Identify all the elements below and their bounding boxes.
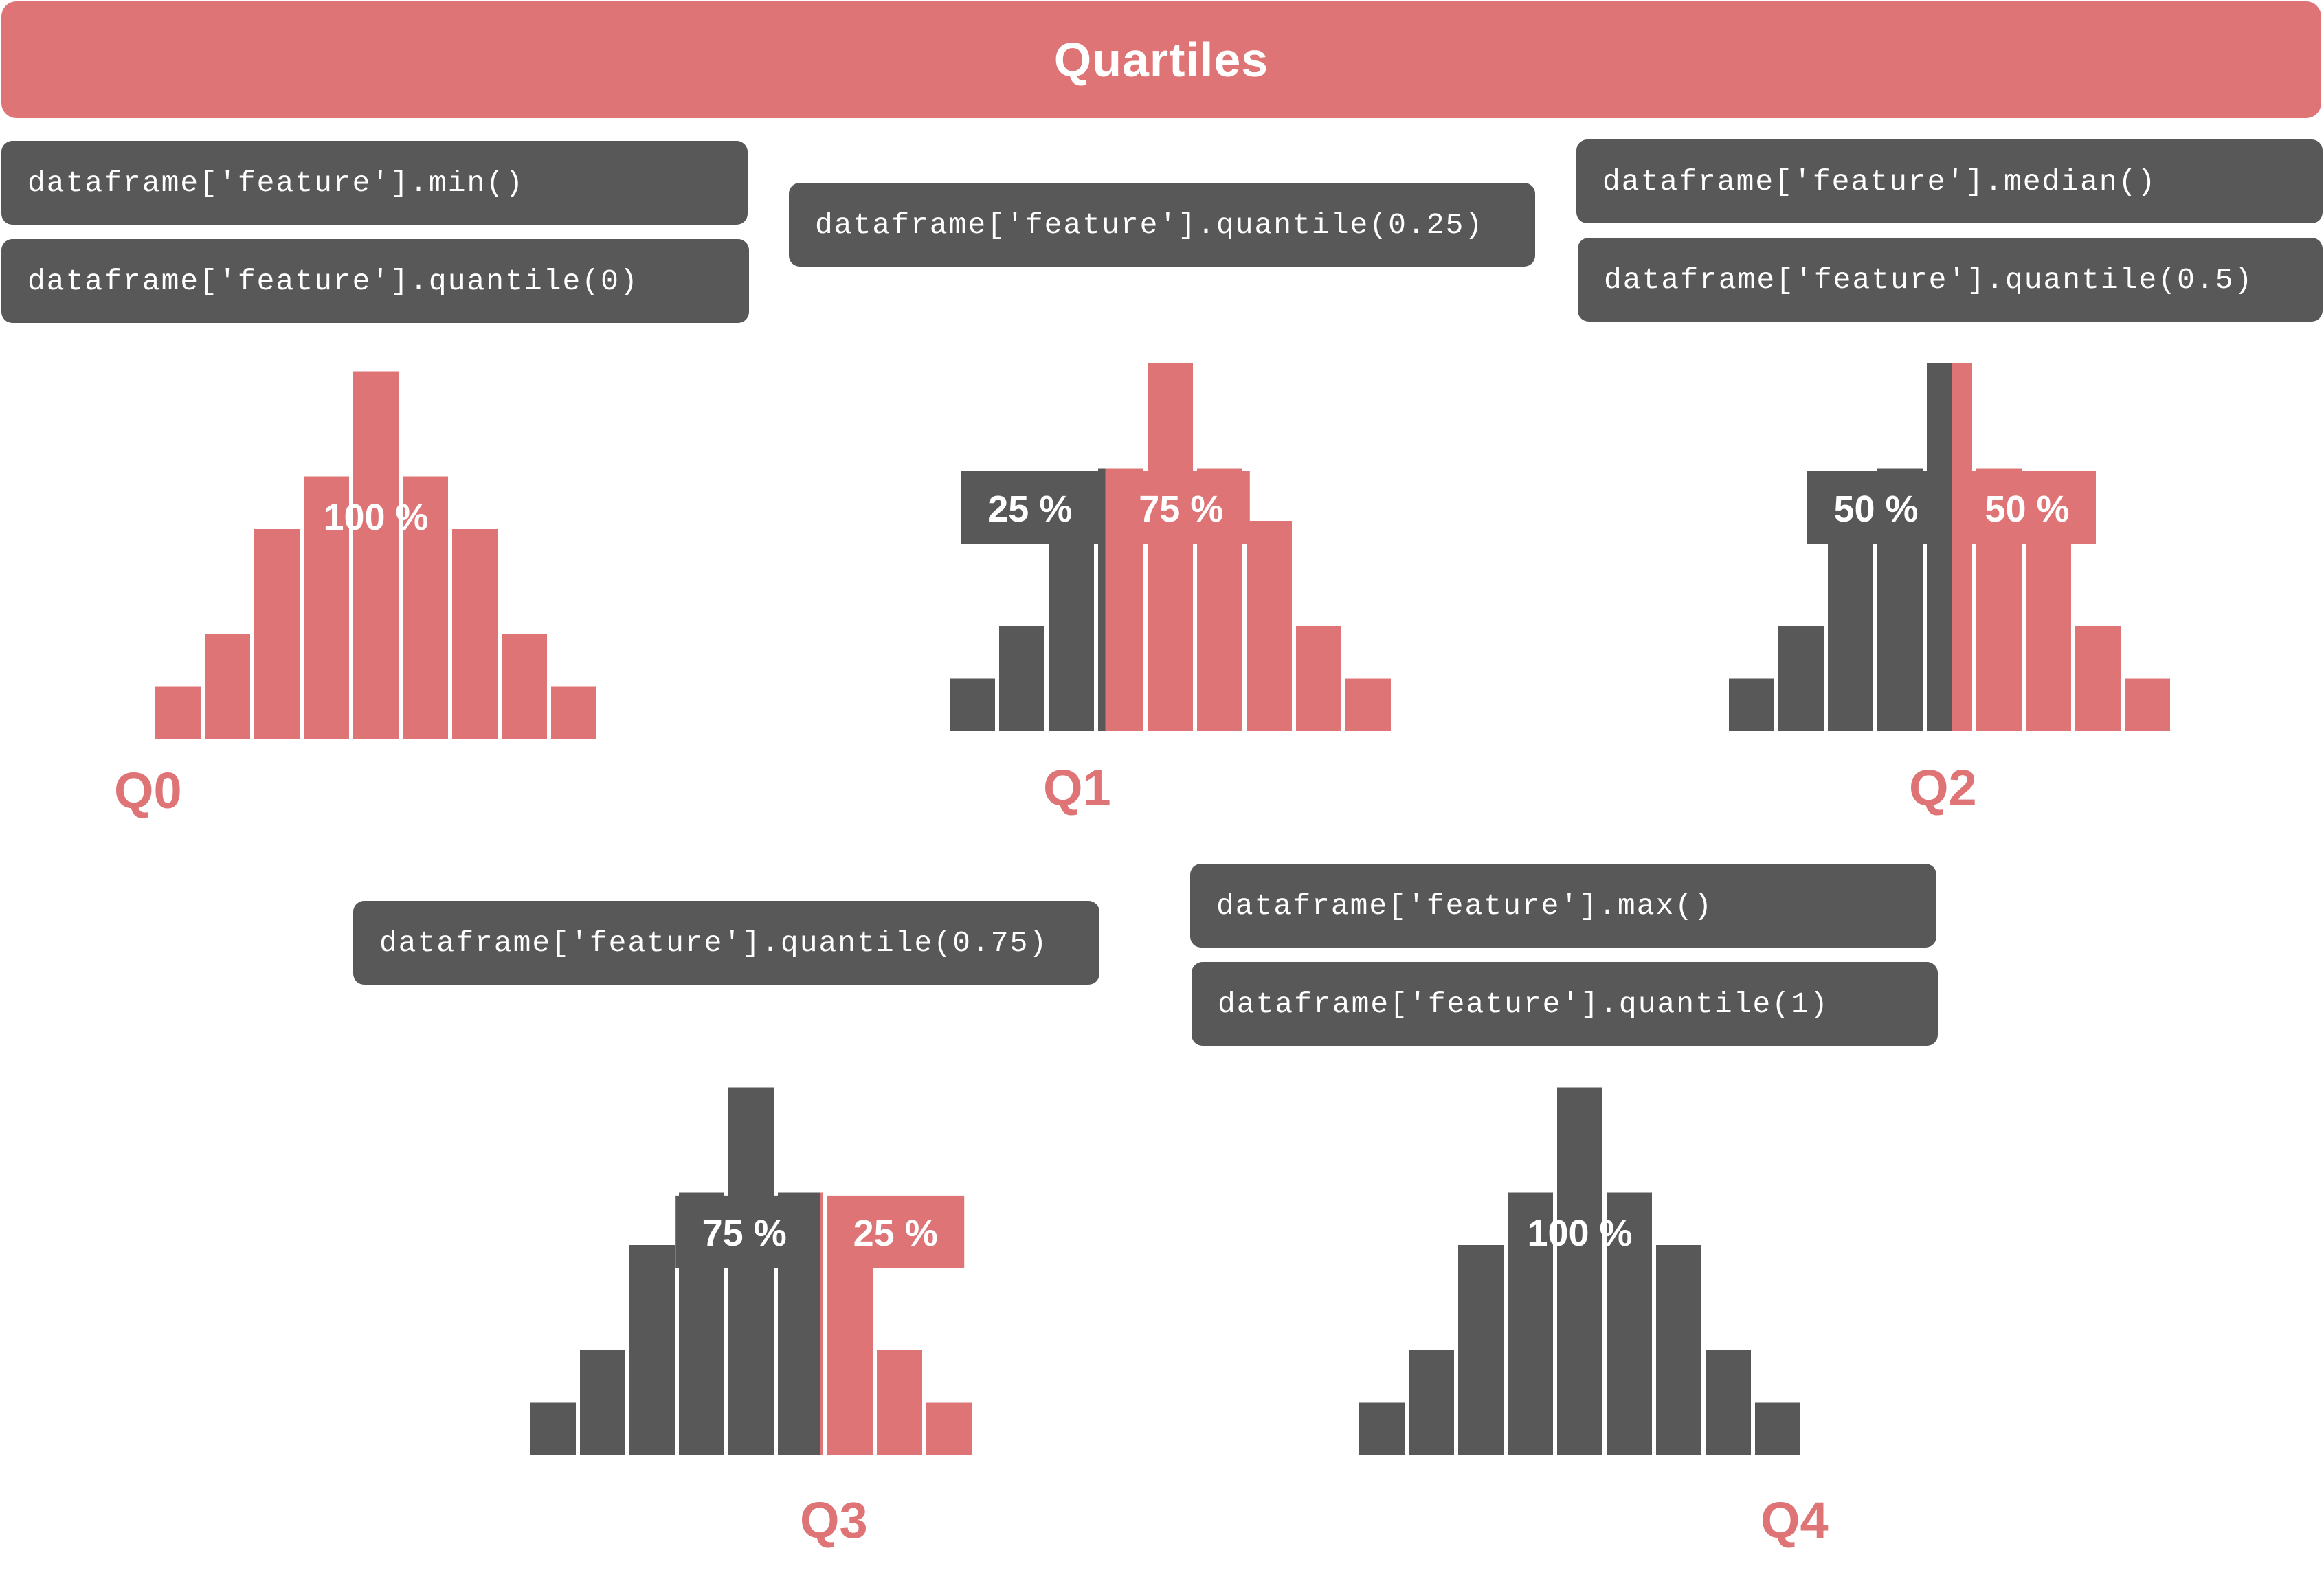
code-q0-min: dataframe['feature'].min() (1, 141, 748, 225)
histogram-bar (403, 476, 448, 739)
code-q4-max: dataframe['feature'].max() (1190, 864, 1936, 948)
histogram-bar (205, 634, 250, 739)
svg-text:75 %: 75 % (702, 1213, 787, 1254)
histogram-bar (877, 1350, 922, 1455)
percent-label: 100 % (1527, 1213, 1632, 1254)
percent-label: 50 % (1807, 471, 1945, 544)
histogram-bar (2026, 521, 2071, 731)
histogram-bar (629, 1245, 675, 1455)
code-q0-quantile: dataframe['feature'].quantile(0) (1, 239, 749, 323)
histogram-bar (2075, 626, 2121, 731)
percent-label: 50 % (1958, 471, 2096, 544)
histogram-bar (827, 1245, 873, 1455)
label-q2: Q2 (1909, 759, 1977, 816)
histogram-bar (1049, 521, 1094, 731)
percent-label: 75 % (1112, 471, 1250, 544)
histogram-q2: 50 % 50 % (1729, 363, 2170, 731)
code-q3-quantile: dataframe['feature'].quantile(0.75) (353, 901, 1099, 985)
histogram-bar (1458, 1245, 1504, 1455)
percent-label: 100 % (323, 497, 428, 538)
histogram-bar (353, 371, 399, 739)
code-q2-quantile: dataframe['feature'].quantile(0.5) (1578, 238, 2323, 322)
code-q4-quantile: dataframe['feature'].quantile(1) (1192, 962, 1938, 1046)
histogram-bar (1247, 521, 1292, 731)
histogram-bar (1359, 1402, 1405, 1455)
histogram-q4: 100 % (1359, 1087, 1800, 1455)
histogram-q0: 100 % (155, 371, 596, 739)
histogram-bar (728, 1087, 774, 1455)
histogram-bar (551, 686, 596, 739)
label-q1: Q1 (1043, 759, 1111, 816)
svg-text:75 %: 75 % (1139, 489, 1223, 530)
histogram-bar (1927, 363, 1972, 731)
percent-label: 75 % (675, 1195, 814, 1268)
label-q4: Q4 (1761, 1492, 1829, 1549)
histogram-bar (155, 686, 201, 739)
histogram-bar (1409, 1350, 1454, 1455)
svg-text:100 %: 100 % (1527, 1213, 1632, 1254)
histogram-bar (1296, 626, 1341, 731)
svg-text:25 %: 25 % (987, 489, 1072, 530)
histogram-bar (1148, 363, 1193, 731)
histogram-bar (1828, 521, 1873, 731)
histogram-q3: 75 % 25 % (530, 1087, 972, 1455)
histogram-bar (530, 1402, 576, 1455)
svg-text:50 %: 50 % (1985, 489, 2069, 530)
histogram-bar (580, 1350, 625, 1455)
code-q1-quantile: dataframe['feature'].quantile(0.25) (789, 183, 1535, 267)
percent-label: 25 % (827, 1195, 965, 1268)
histogram-bar (254, 529, 300, 739)
histogram-bar (1706, 1350, 1751, 1455)
title-banner: Quartiles (1, 1, 2321, 118)
histogram-bar (2125, 678, 2170, 731)
histogram-bar (1778, 626, 1824, 731)
code-q2-median: dataframe['feature'].median() (1576, 139, 2323, 223)
histogram-bar (1656, 1245, 1701, 1455)
svg-text:25 %: 25 % (853, 1213, 938, 1254)
histogram-bar (1345, 678, 1391, 731)
histogram-q1: 25 % 75 % (950, 363, 1391, 731)
label-q3: Q3 (800, 1492, 868, 1549)
histogram-bar (999, 626, 1044, 731)
histogram-bar (1508, 1192, 1553, 1455)
histogram-bar (1607, 1192, 1652, 1455)
histogram-bar (1755, 1402, 1800, 1455)
histogram-bar (950, 678, 995, 731)
histogram-bar (452, 529, 498, 739)
svg-text:100 %: 100 % (323, 497, 428, 538)
histogram-bar (926, 1402, 972, 1455)
histogram-bar (304, 476, 349, 739)
histogram-bar (1729, 678, 1774, 731)
histogram-bar (502, 634, 547, 739)
svg-text:50 %: 50 % (1833, 489, 1918, 530)
histogram-bar (1557, 1087, 1602, 1455)
page-title: Quartiles (1053, 33, 1269, 87)
percent-label: 25 % (961, 471, 1099, 544)
label-q0: Q0 (114, 762, 182, 819)
